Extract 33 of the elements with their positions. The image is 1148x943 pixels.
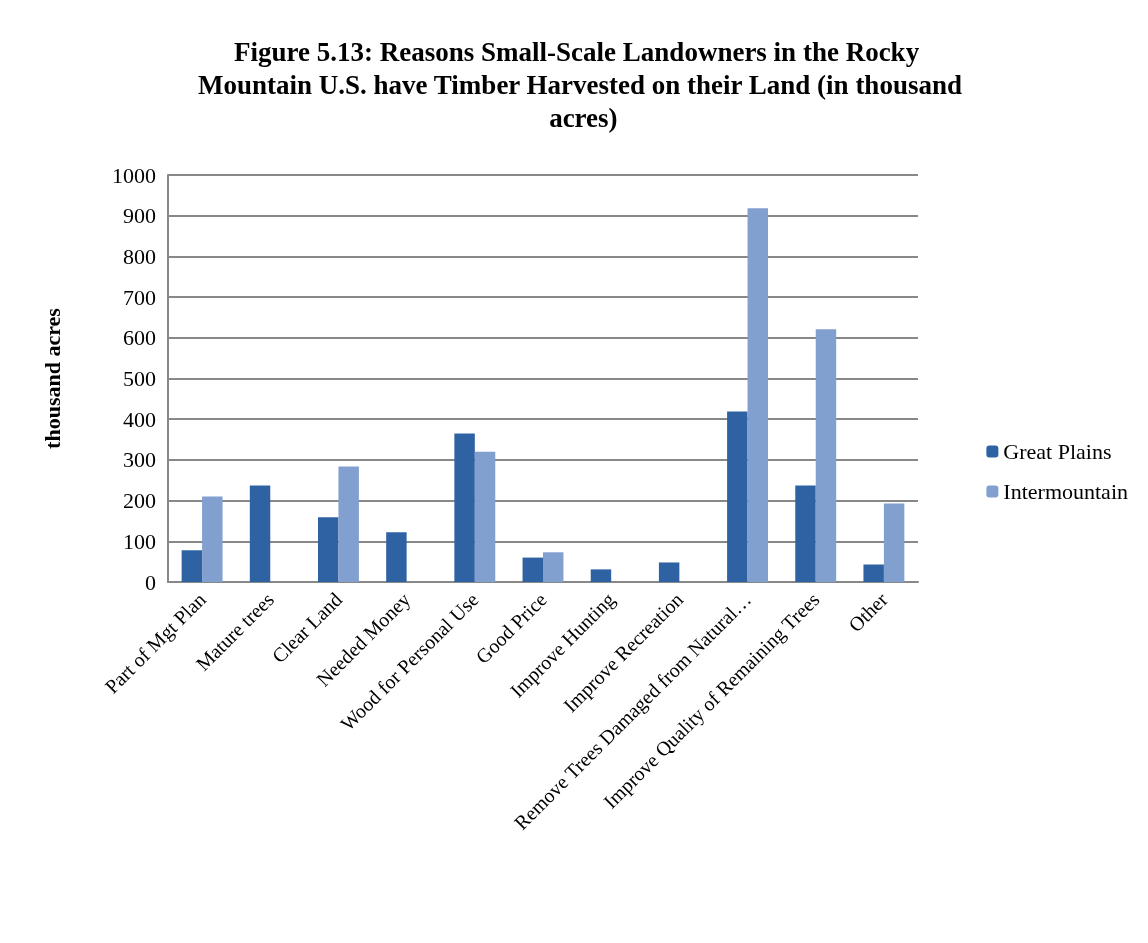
y-tick-label: 300 <box>123 447 156 473</box>
bar <box>318 517 339 582</box>
y-tick-label: 600 <box>123 325 156 351</box>
bar <box>543 552 564 582</box>
bar <box>727 411 748 582</box>
bar <box>815 329 837 582</box>
y-tick-label: 1000 <box>112 162 156 188</box>
legend-label: Intermountain <box>1003 479 1129 504</box>
y-tick-label: 100 <box>123 528 156 554</box>
bar <box>249 485 271 582</box>
chart-title: Figure 5.13: Reasons Small-Scale Landowners in the Rocky Mountain U.S. have Timber Harvested on their Land (in thousand acres) <box>198 36 962 133</box>
bar <box>863 564 884 582</box>
bar <box>474 451 496 582</box>
bar <box>338 466 359 582</box>
y-tick-label: 800 <box>123 243 156 269</box>
bar <box>590 569 612 582</box>
bar <box>795 485 816 582</box>
bar <box>747 208 768 582</box>
y-tick-label: 400 <box>123 406 156 432</box>
bar <box>522 557 543 582</box>
y-tick-label: 200 <box>123 488 156 514</box>
y-tick-label: 0 <box>145 569 156 595</box>
bar <box>454 433 475 582</box>
y-tick-label: 700 <box>123 284 156 310</box>
legend-label: Great Plains <box>1003 439 1112 464</box>
bar <box>202 496 223 582</box>
y-axis-title: thousand acres <box>39 307 65 449</box>
bar <box>883 503 905 582</box>
bar <box>181 550 203 582</box>
bar <box>386 532 407 582</box>
bar <box>658 562 680 582</box>
y-tick-label: 500 <box>123 366 156 391</box>
y-tick-label: 900 <box>123 203 156 229</box>
